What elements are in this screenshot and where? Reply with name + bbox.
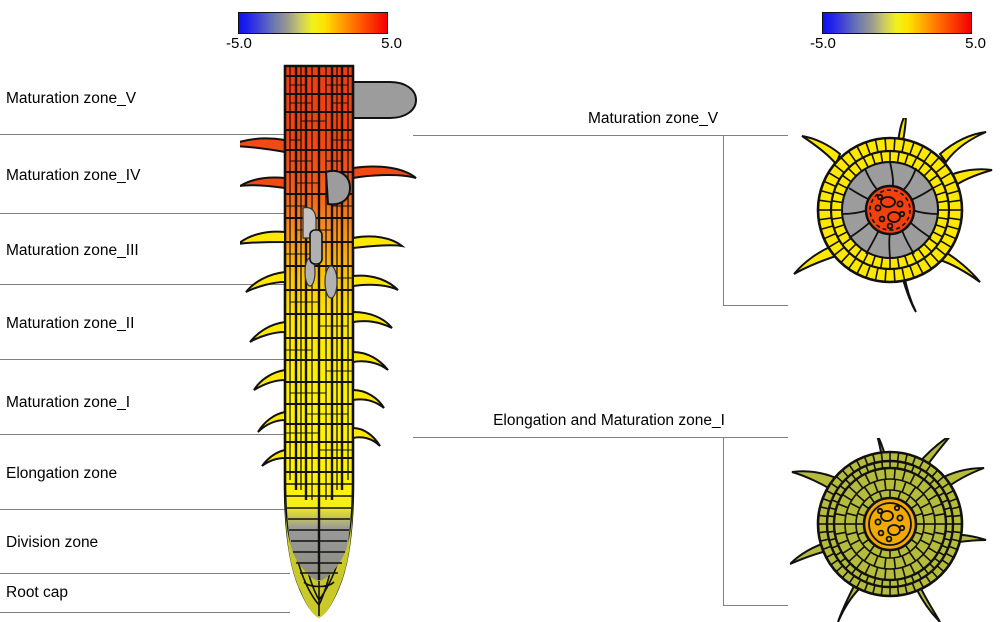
colorbar-left-min-label: -5.0 <box>226 35 252 52</box>
zone-label-maturation-iii: Maturation zone_III <box>6 242 139 259</box>
zone-label-elongation: Elongation zone <box>6 465 118 482</box>
cs2-stele <box>862 496 918 552</box>
cs1-vessels <box>874 193 906 230</box>
cs1-pericycle <box>869 189 911 231</box>
cs2-inner-cortex-cells <box>856 490 924 558</box>
colorbar-right-max-label: 5.0 <box>965 35 986 52</box>
callout-bracket-1 <box>723 135 724 305</box>
colorbar-left-ticks: -5.0 5.0 <box>226 34 402 52</box>
zone-divider-8 <box>0 612 290 613</box>
cross-section-maturation-v <box>793 118 993 313</box>
callout-bracket-arm-2 <box>723 605 788 606</box>
callout-bracket-arm-1 <box>723 305 788 306</box>
colorbar-right-min-label: -5.0 <box>810 35 836 52</box>
callout-bracket-2 <box>723 437 724 605</box>
cs2-epidermis-cell-walls <box>818 452 962 596</box>
zone-divider-3 <box>0 284 290 285</box>
zone-label-maturation-iv: Maturation zone_IV <box>6 167 141 184</box>
cs2-vessels <box>874 504 906 543</box>
zone-label-root-cap: Root cap <box>6 584 69 601</box>
cs2-outer-cortex-cells <box>834 468 946 580</box>
callout-label-maturation-v: Maturation zone_V <box>587 110 719 127</box>
colorbar-right-ticks: -5.0 5.0 <box>810 34 986 52</box>
cs1-hypodermis-cell-walls <box>831 151 949 269</box>
cs1-stele <box>864 184 916 236</box>
cs2-pericycle <box>868 502 912 546</box>
zone-divider-7 <box>0 573 290 574</box>
root-longitudinal-section <box>240 64 418 618</box>
colorbar-right-gradient <box>822 12 972 34</box>
zone-divider-6 <box>0 509 290 510</box>
cs2-hypodermis-cell-walls <box>827 461 953 587</box>
colorbar-left: -5.0 5.0 <box>226 12 402 52</box>
cs1-epidermis-cell-walls <box>818 138 962 282</box>
zone-label-maturation-ii: Maturation zone_II <box>6 315 135 332</box>
cs2-mid-cortex-cells <box>845 479 935 569</box>
zone-label-division: Division zone <box>6 534 99 551</box>
callout-label-elongation-maturation-i: Elongation and Maturation zone_I <box>493 412 725 429</box>
zone-divider-1 <box>0 134 290 135</box>
cross-section-elongation-maturation-i <box>790 438 987 622</box>
zone-divider-5 <box>0 434 290 435</box>
zone-label-maturation-i: Maturation zone_I <box>6 394 131 411</box>
zone-divider-2 <box>0 213 290 214</box>
callout-line-top-1 <box>413 135 788 136</box>
colorbar-left-gradient <box>238 12 388 34</box>
zone-label-maturation-v: Maturation zone_V <box>6 90 137 107</box>
zone-divider-4 <box>0 359 290 360</box>
callout-line-top-2 <box>413 437 788 438</box>
colorbar-left-max-label: 5.0 <box>381 35 402 52</box>
colorbar-right: -5.0 5.0 <box>810 12 986 52</box>
